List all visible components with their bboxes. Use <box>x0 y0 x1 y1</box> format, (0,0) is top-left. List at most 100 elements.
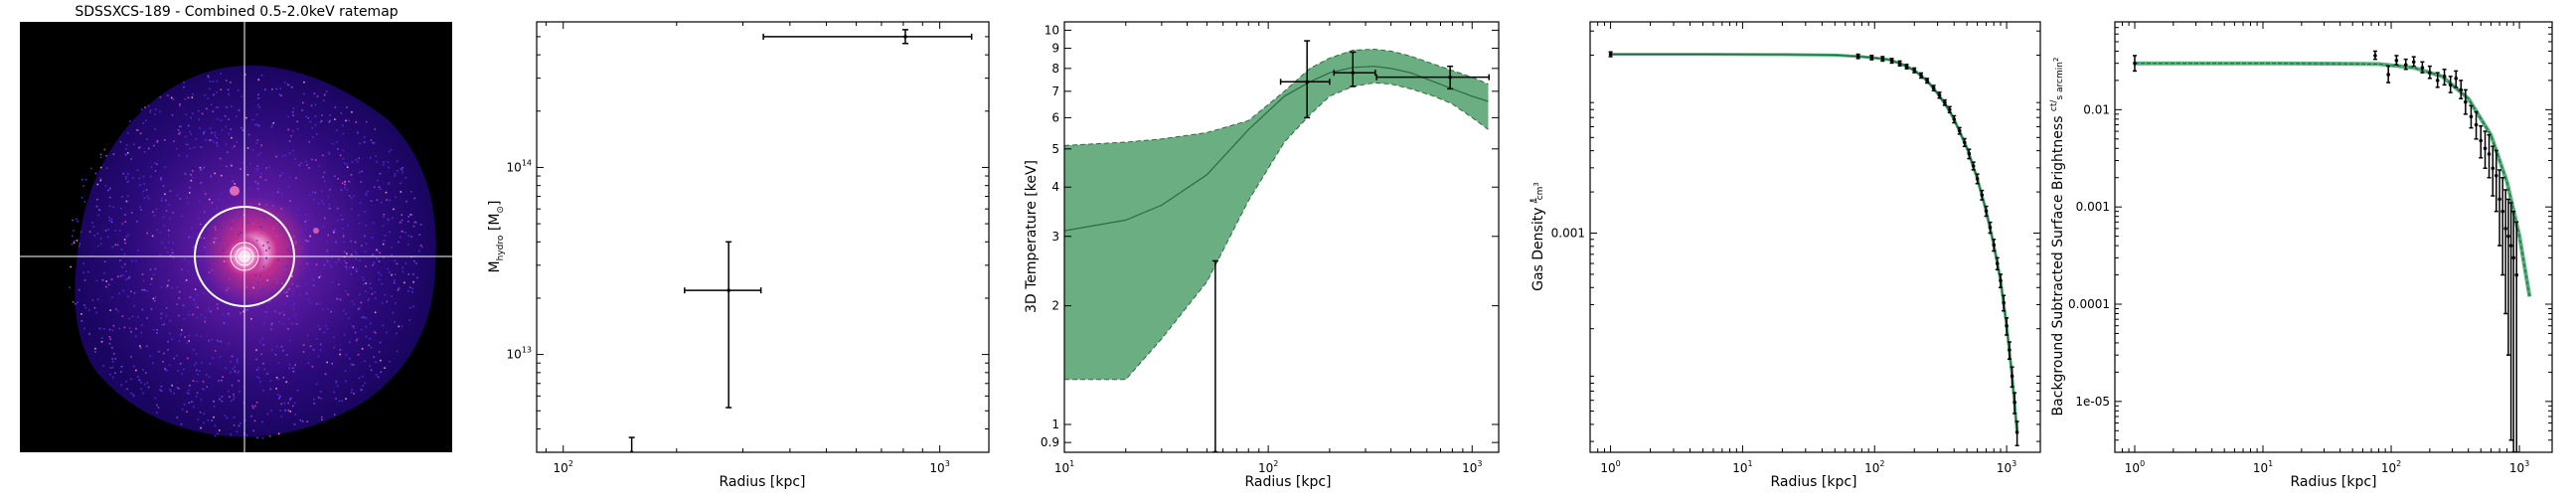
data-point <box>1305 80 1309 84</box>
data-point <box>2394 59 2399 63</box>
data-point <box>2497 197 2501 202</box>
gas-density-model-band <box>1610 53 2019 433</box>
data-point <box>1937 92 1942 97</box>
y-tick-label: 0.001 <box>2076 200 2110 214</box>
data-point <box>1943 100 1947 104</box>
ratemap-annulus <box>230 242 259 271</box>
x-tick-label: 102 <box>554 459 573 475</box>
data-point <box>1931 85 1936 90</box>
data-point <box>2014 430 2019 434</box>
y-tick-label: 1013 <box>507 346 532 362</box>
data-point <box>2005 323 2009 328</box>
y-tick-label: 0.001 <box>1551 227 1585 241</box>
data-point <box>2133 61 2137 66</box>
gas-density-model-line <box>1610 54 2018 432</box>
temperature-panel: 101 102 103 0.9 1 2 3 4 5 6 7 8 9 10 Radius [kpc] 3D … <box>1024 21 1500 490</box>
surface-brightness-panel: 100 101 102 103 1e-05 0.0001 0.001 0.01 Radius … <box>2049 21 2553 490</box>
surface-brightness-model-band <box>2135 61 2532 297</box>
temperature-ylabel: 3D Temperature [keV] <box>1024 160 1040 313</box>
y-tick-label: 1e-05 <box>2075 395 2110 409</box>
x-tick-label: 101 <box>1732 459 1752 475</box>
data-point <box>1967 151 1972 156</box>
ratemap-annulus <box>235 247 254 266</box>
data-point <box>2474 122 2479 127</box>
data-point <box>1952 117 1957 121</box>
y-tick-label: 2 <box>1051 299 1059 313</box>
data-point <box>1855 54 1860 59</box>
data-point <box>1912 68 1917 73</box>
gas-density-ylabel: Gas Density 1/cm3 <box>1530 182 1546 291</box>
data-point <box>2483 146 2488 151</box>
x-tick-label: 101 <box>2253 459 2273 475</box>
surface-brightness-model-line <box>2135 63 2530 297</box>
x-tick-label: 103 <box>1462 459 1482 475</box>
surface-brightness-frame <box>2114 21 2553 453</box>
data-point <box>1608 52 1613 57</box>
data-point <box>1980 193 1985 197</box>
data-point <box>2508 244 2513 248</box>
data-point <box>2491 166 2496 171</box>
x-tick-label: 103 <box>929 459 949 475</box>
data-point <box>2012 400 2016 405</box>
y-tick-label: 8 <box>1051 62 1059 76</box>
data-point <box>1962 140 1967 145</box>
x-tick-label: 102 <box>2381 459 2401 475</box>
temperature-band-lower <box>1064 82 1489 381</box>
data-point <box>2411 60 2416 65</box>
data-point <box>2448 83 2453 87</box>
temperature-confidence-band <box>1064 49 1489 380</box>
gas-density-xlabel: Radius [kpc] <box>1770 474 1856 490</box>
hydro-mass-panel: 102 103 1013 1014 Radius [kpc] Mhydro [M⊙] <box>487 21 990 490</box>
y-tick-label: 0.0001 <box>2068 297 2110 311</box>
data-point <box>2506 234 2510 239</box>
data-point <box>1984 209 1989 214</box>
data-point <box>2511 255 2515 260</box>
data-point <box>726 288 730 292</box>
y-tick-label: 0.01 <box>2083 102 2110 116</box>
ratemap-annulus <box>239 250 250 262</box>
data-point <box>2514 272 2518 277</box>
data-point <box>1995 261 2000 265</box>
data-point <box>1448 75 1452 80</box>
temperature-model-line <box>1064 66 1489 232</box>
hydro-mass-frame <box>536 21 990 453</box>
data-point <box>1351 71 1356 75</box>
ratemap-bright-spot <box>230 186 240 196</box>
data-point <box>1889 59 1894 63</box>
ratemap-photon-speckle <box>69 73 423 439</box>
data-point <box>2008 348 2012 352</box>
data-point <box>2459 87 2464 92</box>
data-point <box>2503 227 2507 231</box>
x-tick-label: 100 <box>2125 459 2145 475</box>
data-point <box>2469 114 2474 119</box>
data-point <box>2487 152 2492 156</box>
data-point <box>2010 374 2014 379</box>
data-point <box>1988 226 1993 230</box>
temperature-xlabel: Radius [kpc] <box>1244 474 1331 490</box>
data-point <box>1869 56 1874 60</box>
ratemap-bright-spot <box>313 228 319 234</box>
y-tick-label: 6 <box>1051 110 1059 124</box>
y-tick-label: 10 <box>1045 23 1059 37</box>
surface-brightness-xlabel: Radius [kpc] <box>2290 474 2376 490</box>
hydro-mass-ylabel: Mhydro [M⊙] <box>487 201 506 273</box>
y-tick-label: 3 <box>1051 230 1059 244</box>
y-tick-label: 1014 <box>507 158 532 174</box>
x-tick-label: 102 <box>1258 459 1278 475</box>
data-point <box>1880 57 1885 61</box>
x-tick-label: 101 <box>1054 459 1074 475</box>
gas-density-panel: 100 101 102 103 0.001 Radius [kpc] Gas Densi… <box>1530 21 2041 490</box>
data-point <box>2002 300 2006 305</box>
surface-brightness-ylabel: Background Subtracted Surface Brightness… <box>2049 58 2066 417</box>
data-point <box>903 35 907 39</box>
temperature-frame <box>1063 21 1500 453</box>
data-point <box>2500 209 2504 214</box>
hydro-mass-xlabel: Radius [kpc] <box>719 474 805 490</box>
data-point <box>2442 75 2447 79</box>
y-tick-label: 0.9 <box>1041 435 1059 449</box>
y-tick-label: 5 <box>1051 142 1059 156</box>
data-point <box>1975 176 1980 181</box>
x-tick-label: 103 <box>1997 459 2016 475</box>
x-tick-label: 100 <box>1600 459 1620 475</box>
